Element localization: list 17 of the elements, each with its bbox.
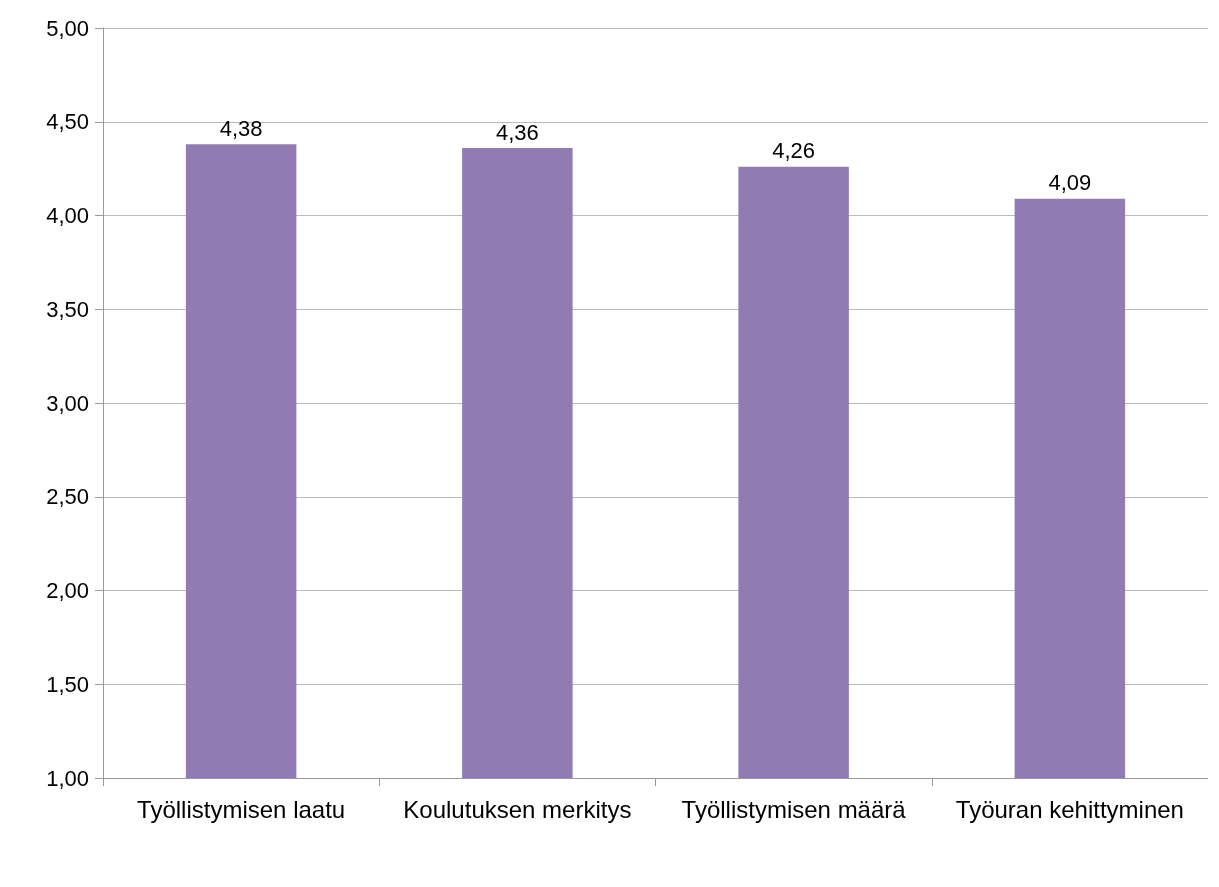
data-label: 4,38 — [219, 115, 263, 141]
data-label: 4,36 — [495, 119, 539, 145]
x-tick-label: Työllistymisen määrä — [681, 795, 907, 823]
data-label: 4,09 — [1048, 170, 1092, 196]
x-tick-label: Työuran kehittyminen — [955, 795, 1184, 823]
x-tick-label: Työllistymisen laatu — [137, 795, 346, 823]
y-tick-label: 4,00 — [46, 203, 89, 228]
x-tick-label: Koulutuksen merkitys — [403, 795, 632, 823]
y-tick-label: 5,00 — [46, 15, 89, 41]
y-tick-label: 1,00 — [46, 765, 89, 791]
y-tick-label: 3,00 — [46, 390, 89, 416]
y-tick-label: 4,50 — [46, 109, 89, 135]
data-label: 4,26 — [772, 138, 816, 164]
y-tick-label: 2,50 — [46, 484, 89, 510]
y-tick-label: 1,50 — [46, 671, 89, 697]
y-tick-label: 3,50 — [46, 296, 89, 322]
y-tick-label: 2,00 — [46, 578, 89, 603]
